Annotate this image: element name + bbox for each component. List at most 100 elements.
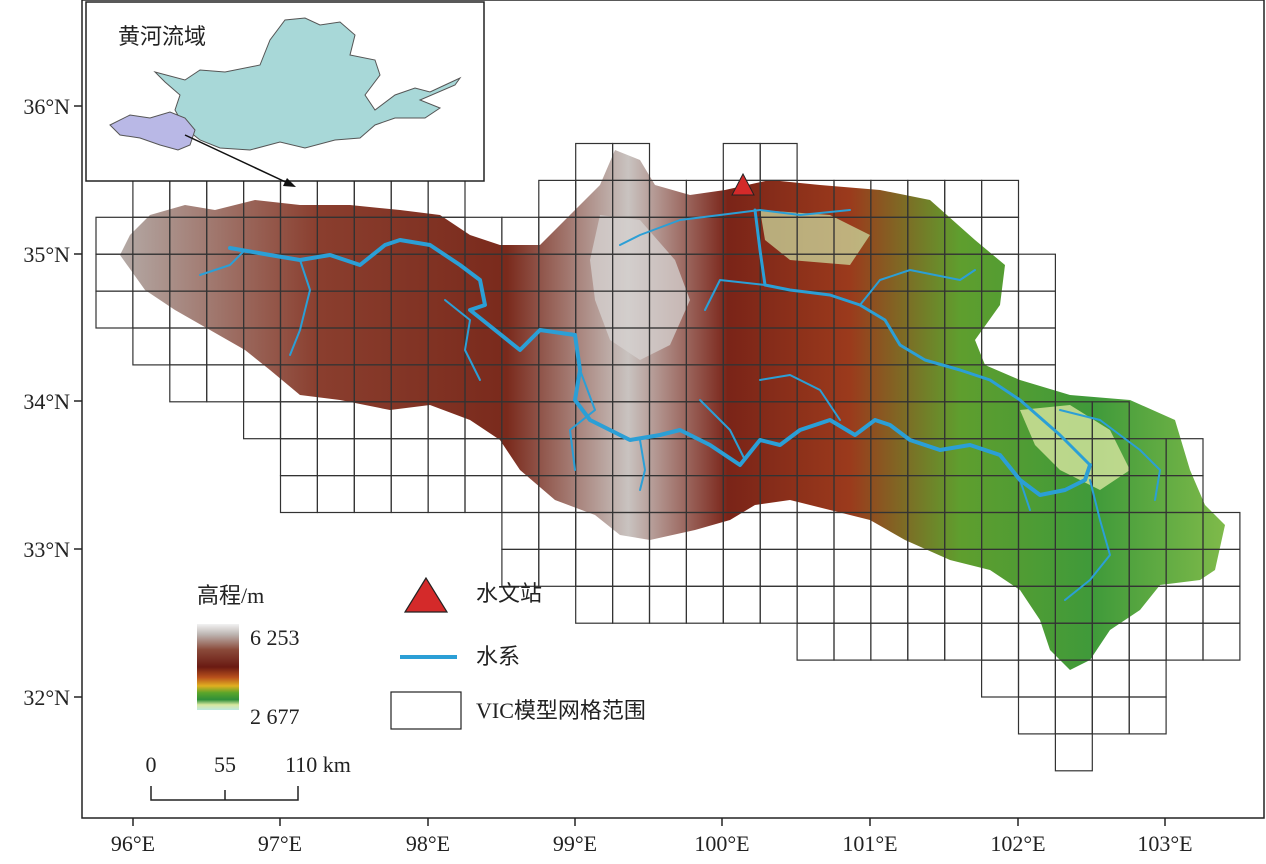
yellow-river-basin-shape — [153, 17, 462, 151]
grid-cell — [870, 548, 909, 587]
x-tick-label: 100°E — [694, 831, 749, 856]
grid-cell — [980, 585, 1020, 624]
river-main — [228, 238, 1092, 497]
grid-cell — [575, 548, 614, 587]
grid-cell — [833, 622, 872, 661]
grid-cell — [611, 548, 651, 587]
grid-cell — [169, 364, 208, 403]
grid-cell — [722, 548, 761, 587]
grid-cell — [169, 327, 208, 366]
grid-cell — [427, 179, 466, 218]
river-trib-6 — [699, 399, 746, 461]
grid-cell — [464, 475, 503, 514]
grid-cell — [353, 475, 392, 514]
grid-cell — [980, 659, 1020, 698]
grid-cell — [279, 401, 319, 440]
grid-cell — [1017, 327, 1057, 366]
grid-cell — [390, 438, 429, 477]
grid-cell — [1091, 696, 1130, 735]
scale-label-55: 55 — [214, 752, 236, 777]
grid-cell — [907, 622, 946, 661]
y-tick-label: 33°N — [23, 537, 70, 562]
river-trib-7 — [759, 374, 841, 421]
grid-legend-icon — [390, 691, 462, 730]
river-trib-3 — [444, 299, 481, 381]
grid-cell — [1017, 253, 1057, 292]
grid-cell — [1165, 622, 1204, 661]
grid-cell — [796, 585, 835, 624]
grid-cell — [1017, 659, 1057, 698]
x-axis — [132, 818, 1166, 826]
x-tick-label: 98°E — [406, 831, 450, 856]
y-tick-label: 36°N — [23, 94, 70, 119]
grid-cell — [1128, 659, 1167, 698]
grid-cell — [1017, 696, 1057, 735]
grid-cell — [1091, 659, 1130, 698]
inset-pointer-arrow — [184, 134, 293, 186]
y-axis — [74, 105, 82, 698]
x-tick-label: 96°E — [111, 831, 155, 856]
grid-cell — [611, 585, 651, 624]
river-trib-14 — [1019, 479, 1031, 511]
grid-cell — [538, 548, 577, 587]
river-trib-10 — [704, 279, 766, 311]
x-tick-label: 102°E — [990, 831, 1045, 856]
grid-cell — [944, 622, 983, 661]
grid-cell — [796, 548, 835, 587]
grid-cell — [538, 179, 577, 218]
legend: 高程/m 6 253 2 677 水文站 水系 VIC模型网格范围 — [197, 576, 646, 730]
grid-cell — [870, 622, 909, 661]
grid-cell — [722, 585, 761, 624]
river-trib-5 — [639, 439, 646, 491]
grid-cell — [796, 511, 835, 551]
grid-cell — [427, 438, 466, 477]
grid-cell — [390, 475, 429, 514]
scale-label-0: 0 — [146, 752, 157, 777]
grid-cell — [353, 438, 392, 477]
grid-cell — [648, 585, 688, 624]
river-trib-11 — [859, 269, 976, 306]
river-upper — [753, 208, 1092, 467]
scale-label-110: 110 km — [285, 752, 351, 777]
grid-cell — [722, 142, 761, 182]
grid-cell — [243, 401, 282, 440]
river-network — [199, 208, 1161, 601]
grid-cell — [980, 327, 1020, 366]
study-area-highlight — [109, 111, 196, 151]
grid-cell — [538, 511, 577, 551]
grid-cell — [1054, 733, 1093, 772]
vic-grid — [95, 142, 1241, 772]
river-trib-4 — [569, 369, 596, 471]
grid-cell — [1054, 696, 1093, 735]
river-legend-label: 水系 — [476, 644, 520, 669]
y-tick-label: 32°N — [23, 685, 70, 710]
elevation-min-label: 2 677 — [250, 704, 300, 729]
river-trib-2 — [199, 249, 246, 276]
y-tick-label: 35°N — [23, 242, 70, 267]
lowland-patch — [1020, 405, 1130, 490]
grid-cell — [1128, 622, 1167, 661]
grid-cell — [980, 179, 1020, 218]
map-frame — [81, 0, 1265, 819]
lowland-patch-2 — [760, 210, 870, 265]
grid-cell — [316, 475, 355, 514]
grid-cell — [1017, 290, 1057, 329]
grid-cell — [870, 585, 909, 624]
grid-cell — [316, 401, 355, 440]
elevation-max-label: 6 253 — [250, 625, 300, 650]
elevation-legend-title: 高程/m — [197, 583, 264, 608]
grid-cell — [759, 548, 798, 587]
grid-cell — [279, 438, 319, 477]
arrow-head-icon — [283, 178, 296, 187]
grid-cell — [316, 438, 355, 477]
scale-bar: 0 55 110 km — [146, 752, 351, 801]
river-trib-12 — [1059, 409, 1161, 501]
grid-cell — [980, 216, 1020, 255]
grid-cell — [95, 290, 134, 329]
grid-cell — [501, 511, 540, 551]
river-trib-1 — [289, 259, 311, 356]
grid-cell — [796, 622, 835, 661]
grid-cell — [907, 585, 946, 624]
station-legend-label: 水文站 — [476, 581, 542, 606]
